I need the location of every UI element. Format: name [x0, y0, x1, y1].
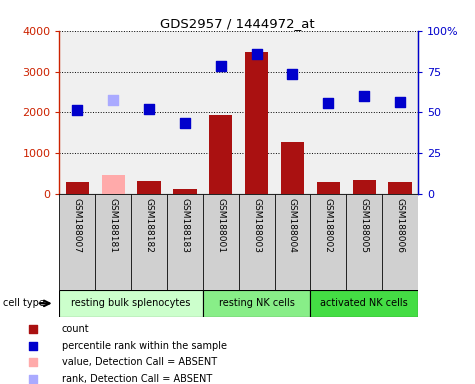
Bar — [102, 175, 125, 194]
Point — [324, 100, 332, 106]
Bar — [131, 194, 167, 290]
Text: GSM188005: GSM188005 — [360, 198, 369, 253]
Bar — [59, 194, 95, 290]
Text: resting NK cells: resting NK cells — [218, 298, 294, 308]
Point — [74, 107, 81, 113]
Text: GSM188182: GSM188182 — [149, 199, 158, 253]
Bar — [346, 194, 382, 290]
Point — [29, 343, 37, 349]
Bar — [275, 194, 311, 290]
Bar — [317, 182, 340, 194]
Bar — [311, 194, 346, 290]
Bar — [167, 194, 203, 290]
Bar — [382, 194, 418, 290]
Point — [217, 63, 225, 69]
Bar — [311, 290, 418, 317]
Text: GSM188002: GSM188002 — [324, 198, 333, 253]
Bar — [352, 180, 376, 194]
Point — [361, 93, 368, 99]
Text: GSM188183: GSM188183 — [180, 198, 190, 253]
Text: GSM188004: GSM188004 — [293, 199, 302, 253]
Bar — [59, 194, 95, 290]
Bar — [173, 189, 197, 194]
Text: resting bulk splenocytes: resting bulk splenocytes — [71, 298, 191, 308]
Bar — [389, 182, 412, 194]
Point — [109, 97, 117, 103]
Text: GSM188183: GSM188183 — [185, 199, 194, 254]
Bar — [95, 194, 131, 290]
Point — [289, 71, 296, 77]
Text: GSM188007: GSM188007 — [77, 199, 86, 254]
Text: GSM188001: GSM188001 — [221, 199, 230, 254]
Text: GSM188182: GSM188182 — [144, 198, 153, 253]
Text: GSM188005: GSM188005 — [364, 199, 373, 254]
Bar — [59, 290, 203, 317]
Text: GSM188001: GSM188001 — [216, 198, 225, 253]
Bar — [137, 181, 161, 194]
Point — [145, 106, 153, 112]
Text: GSM188181: GSM188181 — [113, 199, 122, 254]
Text: activated NK cells: activated NK cells — [320, 298, 408, 308]
Bar — [239, 194, 275, 290]
Text: GSM188002: GSM188002 — [328, 199, 337, 253]
Bar — [346, 194, 382, 290]
Bar — [382, 194, 418, 290]
Text: GSM188006: GSM188006 — [400, 199, 409, 254]
Bar — [281, 142, 304, 194]
Point — [29, 326, 37, 332]
Text: GDS2957 / 1444972_at: GDS2957 / 1444972_at — [160, 17, 315, 30]
Text: GSM188181: GSM188181 — [109, 198, 118, 253]
Text: GSM188003: GSM188003 — [256, 199, 266, 254]
Text: GSM188006: GSM188006 — [396, 198, 405, 253]
Point — [181, 120, 189, 126]
Point — [253, 51, 260, 57]
Text: GSM188004: GSM188004 — [288, 198, 297, 253]
Bar — [167, 194, 203, 290]
Bar — [203, 194, 239, 290]
Text: count: count — [62, 324, 89, 334]
Bar — [245, 51, 268, 194]
Bar — [209, 115, 232, 194]
Point — [396, 99, 404, 105]
Bar — [203, 194, 239, 290]
Text: value, Detection Call = ABSENT: value, Detection Call = ABSENT — [62, 358, 217, 367]
Bar — [66, 182, 89, 194]
Point — [29, 359, 37, 366]
Point — [29, 376, 37, 382]
Text: percentile rank within the sample: percentile rank within the sample — [62, 341, 227, 351]
Text: cell type: cell type — [3, 298, 45, 308]
Text: rank, Detection Call = ABSENT: rank, Detection Call = ABSENT — [62, 374, 212, 384]
Text: GSM188007: GSM188007 — [73, 198, 82, 253]
Bar — [311, 194, 346, 290]
Bar — [131, 194, 167, 290]
Bar — [95, 194, 131, 290]
Bar — [203, 290, 311, 317]
Text: GSM188003: GSM188003 — [252, 198, 261, 253]
Bar — [275, 194, 311, 290]
Bar — [239, 194, 275, 290]
